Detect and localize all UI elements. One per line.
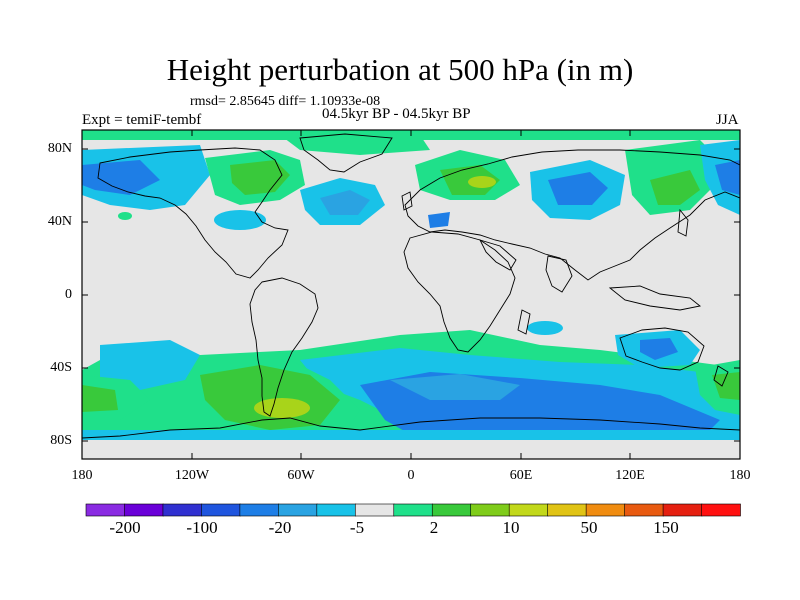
coastline-north-america bbox=[97, 147, 289, 279]
contour-region-south-pacific-peak bbox=[254, 398, 310, 418]
contour-region-north-atlantic-core bbox=[320, 190, 370, 215]
contour-region-siberia-core bbox=[548, 172, 608, 205]
coastline-maritime-asia bbox=[608, 285, 702, 311]
colorbar-label: 2 bbox=[429, 518, 439, 537]
colorbar-swatch bbox=[354, 503, 395, 517]
colorbar-swatch bbox=[470, 503, 510, 517]
contour-region-south-pacific-lobe bbox=[100, 340, 200, 390]
contour-region-spot-indian-ocean bbox=[527, 321, 563, 335]
colorbar-swatch bbox=[508, 503, 549, 517]
lon-tick-label: 0 bbox=[407, 468, 415, 483]
contour-region-south-pacific-west-core bbox=[82, 385, 118, 412]
lat-tick-label: 80N bbox=[47, 141, 72, 156]
season-label: JJA bbox=[716, 112, 739, 128]
contour-region-spot-north-pacific bbox=[118, 212, 132, 220]
coastline-new-zealand bbox=[713, 365, 729, 387]
period-subtitle: 04.5kyr BP - 04.5kyr BP bbox=[322, 106, 471, 122]
lat-tick-label: 40N bbox=[47, 214, 72, 229]
coastline-arabia bbox=[479, 239, 517, 271]
lon-tick-label: 60W bbox=[287, 468, 315, 483]
contour-region-antarctic-edge bbox=[82, 430, 740, 440]
lon-tick-label: 120E bbox=[615, 468, 645, 483]
lon-tick-label: 180 bbox=[729, 468, 751, 483]
coastline-africa bbox=[403, 231, 516, 353]
coastline-madagascar bbox=[517, 309, 531, 335]
coastline-uk bbox=[401, 191, 413, 211]
colorbar-swatch bbox=[585, 503, 626, 517]
coastline-south-america bbox=[249, 277, 319, 417]
coastline-antarctica bbox=[82, 417, 740, 439]
colorbar-swatch bbox=[201, 503, 241, 517]
lon-tick-label: 120W bbox=[174, 468, 210, 483]
contour-region-scandinavia-peak bbox=[468, 176, 496, 188]
colorbar-swatch bbox=[662, 503, 703, 517]
colorbar-label: -200 bbox=[109, 518, 141, 537]
colorbar-swatch bbox=[431, 503, 472, 517]
lat-tick-label: 80S bbox=[50, 433, 72, 448]
lon-tick-label: 180 bbox=[71, 468, 93, 483]
coastlines bbox=[82, 133, 740, 439]
colorbar-swatch bbox=[393, 503, 434, 517]
stats-subtitle: rmsd= 2.85645 diff= 1.10933e-08 bbox=[190, 94, 381, 109]
colorbar-label: 10 bbox=[502, 518, 520, 537]
colorbar-swatch bbox=[124, 503, 164, 517]
colorbar-swatch bbox=[624, 503, 664, 517]
lat-tick-label: 40S bbox=[50, 360, 72, 375]
colorbar-swatch bbox=[278, 503, 318, 517]
coastline-india bbox=[545, 255, 573, 293]
colorbar-label: -100 bbox=[186, 518, 218, 537]
contour-region-australia-core bbox=[640, 338, 678, 360]
contour-region-north-pacific-east-core bbox=[650, 170, 700, 205]
contour-region-mediterranean bbox=[428, 212, 450, 228]
colorbar-swatch bbox=[162, 503, 203, 517]
axis-ticks bbox=[82, 130, 740, 459]
contour-region-south-east-pacific-core bbox=[712, 372, 740, 400]
colorbar-swatch bbox=[701, 503, 741, 517]
colorbar-label: -20 bbox=[268, 518, 292, 537]
experiment-label: Expt = temiF-tembf bbox=[82, 112, 202, 128]
colorbar-label: -5 bbox=[349, 518, 365, 537]
contour-region-antarctic-center bbox=[390, 374, 520, 400]
colorbar-swatch bbox=[85, 503, 126, 517]
map-title: Height perturbation at 500 hPa (in m) bbox=[166, 52, 634, 87]
coastline-eurasia bbox=[404, 149, 740, 281]
coastline-greenland bbox=[299, 133, 393, 173]
coastline-japan bbox=[677, 208, 689, 237]
colorbar-label: 150 bbox=[653, 518, 679, 537]
colorbar-swatch bbox=[239, 503, 280, 517]
contour-region-alaska-east-core bbox=[715, 160, 740, 195]
contour-region-west-greenland-core bbox=[230, 160, 290, 195]
contour-region-antarctica-band bbox=[82, 440, 740, 459]
contour-region-north-pacific-core bbox=[82, 160, 160, 195]
contour-field bbox=[82, 130, 740, 459]
coastline-australia bbox=[619, 327, 705, 371]
lon-tick-label: 60E bbox=[509, 468, 533, 483]
lat-tick-label: 0 bbox=[65, 287, 72, 302]
colorbar bbox=[85, 503, 741, 517]
contour-region-south-pacific-east bbox=[200, 365, 340, 430]
colorbar-swatch bbox=[316, 503, 357, 517]
contour-region-spot-north-america bbox=[214, 210, 266, 230]
colorbar-swatch bbox=[547, 503, 587, 517]
colorbar-label: 50 bbox=[580, 518, 598, 537]
